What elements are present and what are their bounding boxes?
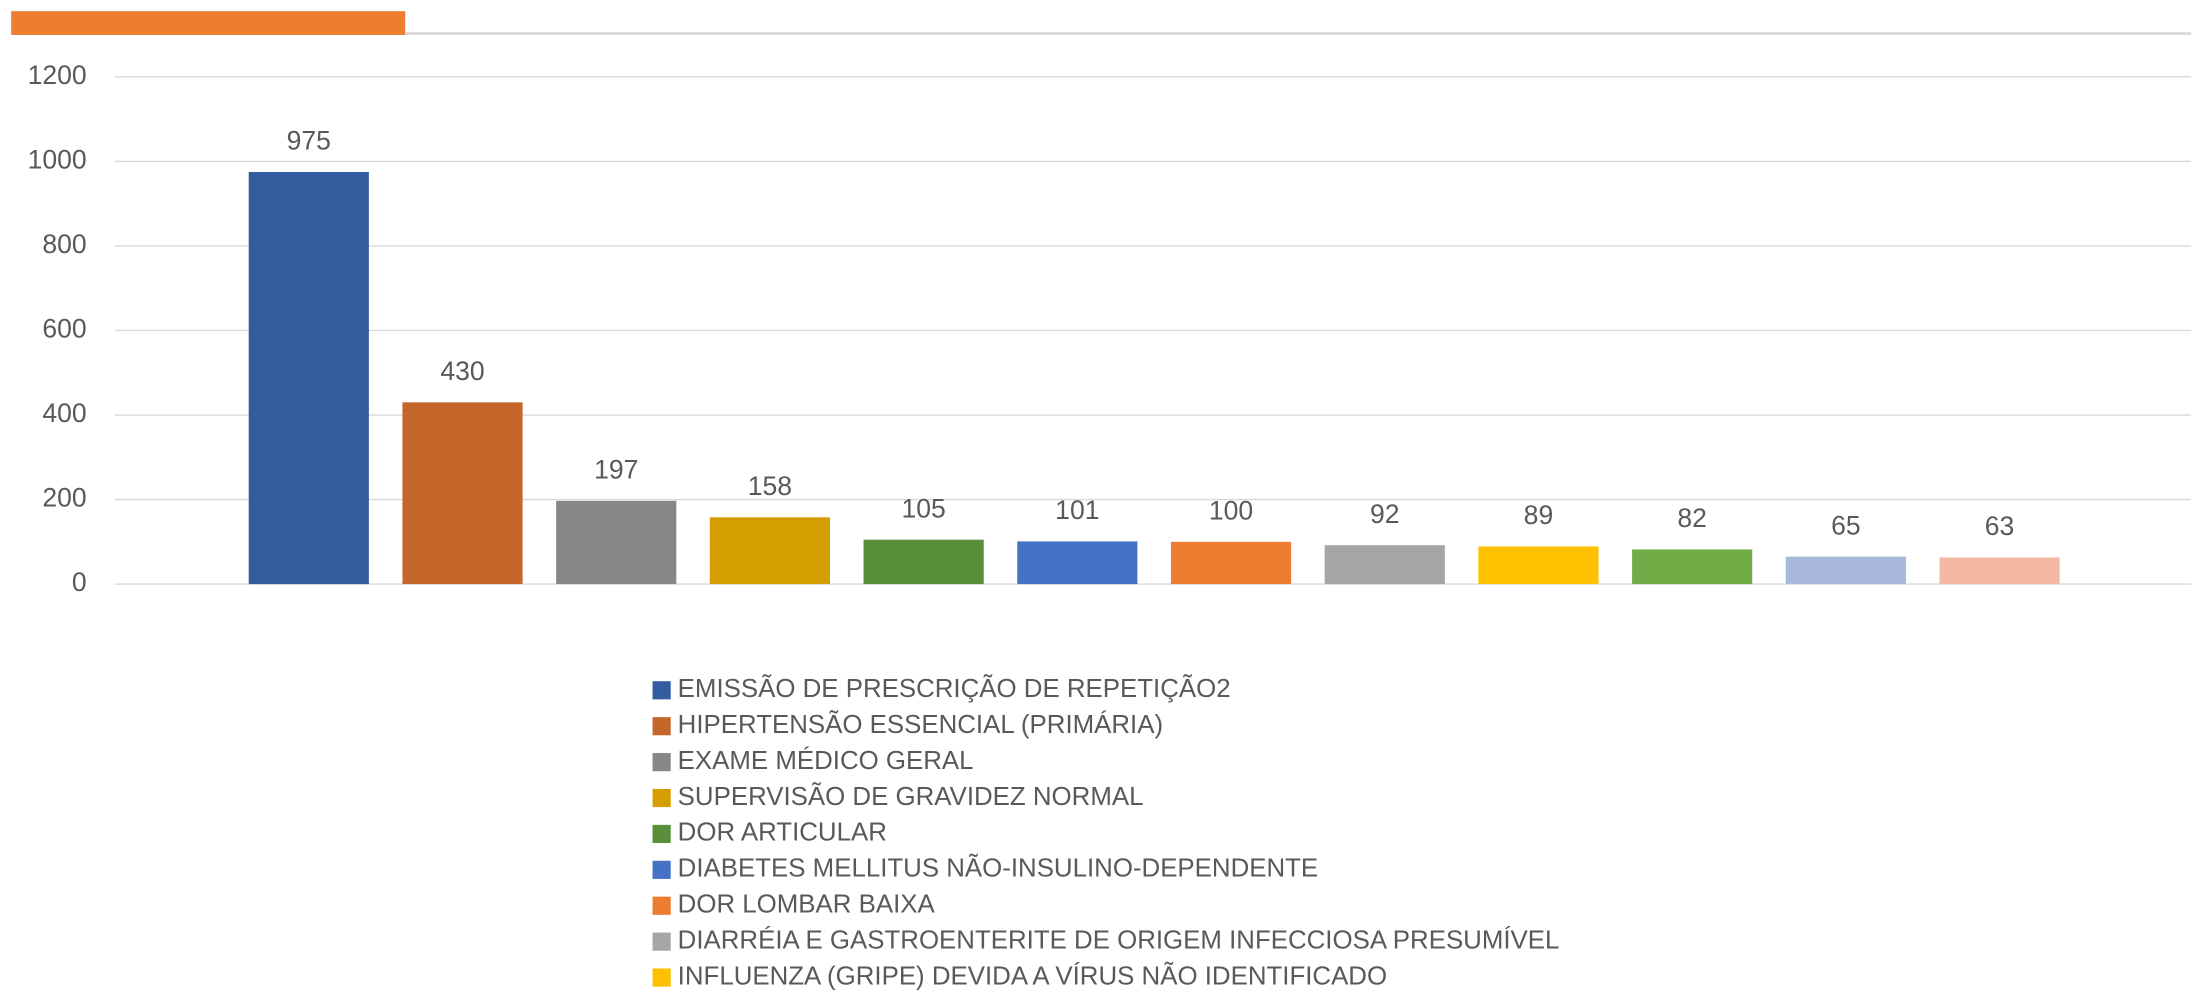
bar <box>1939 557 2060 585</box>
legend-label: EMISSÃO DE PRESCRIÇÃO DE REPETIÇÃO2 <box>678 674 1231 703</box>
legend-swatch <box>652 824 671 844</box>
bar <box>863 539 984 585</box>
legend-swatch <box>652 968 671 987</box>
bar <box>1478 546 1599 585</box>
data-label: 430 <box>440 356 484 386</box>
y-tick-label: 1000 <box>28 144 87 174</box>
legend-swatch <box>652 788 671 808</box>
legend-swatch <box>652 717 671 736</box>
legend-label: DIABETES MELLITUS NÃO-INSULINO-DEPENDENT… <box>678 854 1318 883</box>
bar <box>1632 549 1753 585</box>
legend-label: INFLUENZA (GRIPE) DEVIDA A VÍRUS NÃO IDE… <box>678 961 1387 990</box>
data-label: 975 <box>287 126 331 156</box>
bar <box>248 171 369 585</box>
data-label: 105 <box>901 493 945 523</box>
data-label: 65 <box>1831 510 1861 540</box>
data-label: 100 <box>1209 495 1253 525</box>
header-accent <box>11 11 406 35</box>
bar <box>402 402 523 585</box>
legend-label: HIPERTENSÃO ESSENCIAL (PRIMÁRIA) <box>678 710 1163 739</box>
y-tick-label: 800 <box>42 229 86 259</box>
data-label: 158 <box>748 471 792 501</box>
y-tick-label: 0 <box>72 567 87 597</box>
legend-swatch <box>652 896 671 915</box>
data-label: 82 <box>1677 503 1707 533</box>
data-label: 101 <box>1055 495 1099 525</box>
bar <box>709 517 831 585</box>
bar <box>1170 541 1292 585</box>
bar <box>1324 545 1445 585</box>
legend-label: DIARRÉIA E GASTROENTERITE DE ORIGEM INFE… <box>678 925 1560 954</box>
data-label: 63 <box>1985 511 2015 541</box>
legend-label: SUPERVISÃO DE GRAVIDEZ NORMAL <box>678 782 1144 811</box>
legend-swatch <box>652 681 671 700</box>
y-tick-label: 1200 <box>28 60 87 90</box>
y-tick-label: 200 <box>42 483 86 513</box>
bar <box>556 500 677 585</box>
bar <box>1017 541 1138 585</box>
legend-swatch <box>652 860 671 879</box>
y-tick-label: 600 <box>42 313 86 343</box>
data-label: 197 <box>594 454 638 484</box>
bar <box>1785 556 1906 585</box>
data-label: 92 <box>1370 499 1400 529</box>
y-tick-label: 400 <box>42 398 86 428</box>
legend-label: DOR LOMBAR BAIXA <box>678 891 936 919</box>
legend-swatch <box>652 753 671 772</box>
legend-label: DOR ARTICULAR <box>678 819 887 847</box>
legend-label: EXAME MÉDICO GERAL <box>678 746 974 775</box>
data-label: 89 <box>1524 500 1554 530</box>
legend-swatch <box>652 932 671 951</box>
